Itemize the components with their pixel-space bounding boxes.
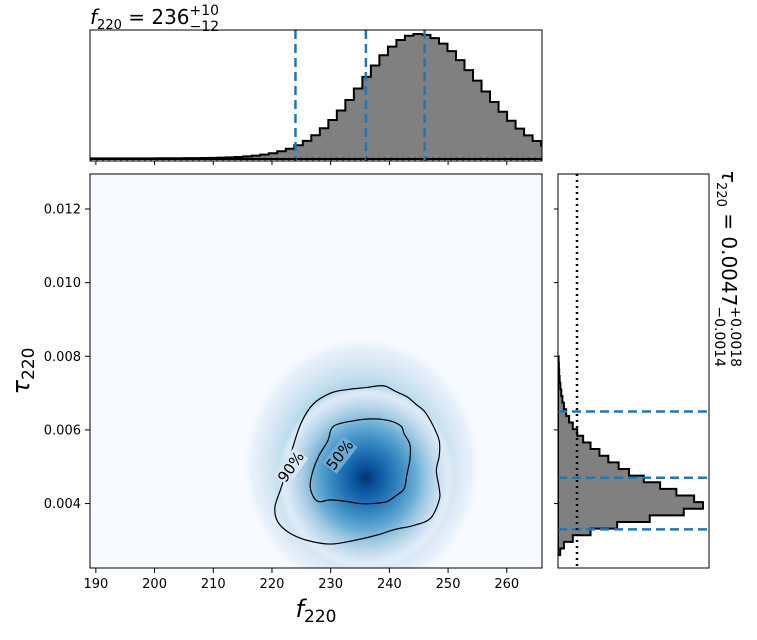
x-label-subscript: 220 (304, 607, 336, 627)
contour-90pct (274, 385, 441, 545)
joint-density-panel: 50%90% 190 200 210 220 230 240 250 260 0.0040.0… (7, 173, 543, 627)
right-histogram-bars (558, 355, 704, 557)
x-tick-label-4: 230 (318, 577, 343, 592)
density-core (277, 385, 454, 568)
top-histogram-bars (90, 33, 542, 160)
right-marginal-frame (557, 173, 710, 569)
joint-frame (89, 173, 543, 569)
x-tick-label-7: 260 (494, 577, 519, 592)
top-title-median: 236 (151, 5, 189, 29)
top-marginal-panel: f220 = 236+10 −12 (89, 3, 543, 165)
right-title-lower: −0.0014 (711, 306, 727, 367)
heatmap-density (241, 335, 482, 568)
y-label-subscript: 220 (19, 348, 39, 380)
y-tick-label-1: 0.006 (44, 423, 81, 438)
y-tick-label-2: 0.008 (44, 350, 81, 365)
y-axis-label: τ220 (7, 348, 39, 395)
x-tick-label-1: 200 (142, 577, 167, 592)
right-title-median: 0.0047 (717, 236, 741, 306)
x-tick-label-2: 210 (201, 577, 226, 592)
right-title-symbol: τ (717, 170, 741, 183)
top-histogram (90, 33, 542, 160)
x-tick-label-5: 240 (377, 577, 402, 592)
x-axis-ticks: 190 200 210 220 230 240 250 260 (83, 568, 519, 592)
y-tick-label-0: 0.004 (44, 497, 81, 512)
top-title-lower: −12 (190, 19, 220, 35)
x-axis-label: f220 (296, 595, 337, 627)
x-tick-label-0: 190 (83, 577, 108, 592)
top-title-subscript: 220 (97, 18, 122, 33)
y-tick-label-4: 0.012 (44, 202, 81, 217)
y-axis-ticks: 0.004 0.006 0.008 0.010 0.012 (44, 202, 90, 512)
right-title-upper: +0.0018 (727, 306, 743, 367)
y-tick-label-3: 0.010 (44, 276, 81, 291)
top-title-symbol: f (90, 5, 100, 29)
top-marginal-title: f220 = 236+10 −12 (90, 3, 219, 35)
top-quantile-lines (294, 30, 426, 161)
top-title-upper: +10 (190, 3, 220, 19)
x-tick-label-6: 250 (436, 577, 461, 592)
top-title-equals: = (122, 5, 151, 29)
contour-label-gap-0 (322, 436, 358, 474)
top-marginal-frame (89, 29, 543, 162)
right-histogram (558, 355, 704, 557)
x-tick-label-3: 220 (260, 577, 285, 592)
right-y-ticks (554, 208, 558, 505)
contour-label-gap-1 (273, 447, 309, 487)
right-quantile-lines (558, 410, 709, 531)
right-marginal-panel: τ220 = 0.0047+0.0018−0.0014 (554, 170, 743, 569)
contour-50pct (309, 418, 412, 505)
right-title-equals: = (717, 207, 741, 236)
right-marginal-title: τ220 = 0.0047+0.0018−0.0014 (711, 170, 743, 367)
right-title-subscript: 220 (713, 182, 728, 207)
y-label-symbol: τ (7, 379, 35, 394)
top-x-ticks (95, 161, 508, 165)
